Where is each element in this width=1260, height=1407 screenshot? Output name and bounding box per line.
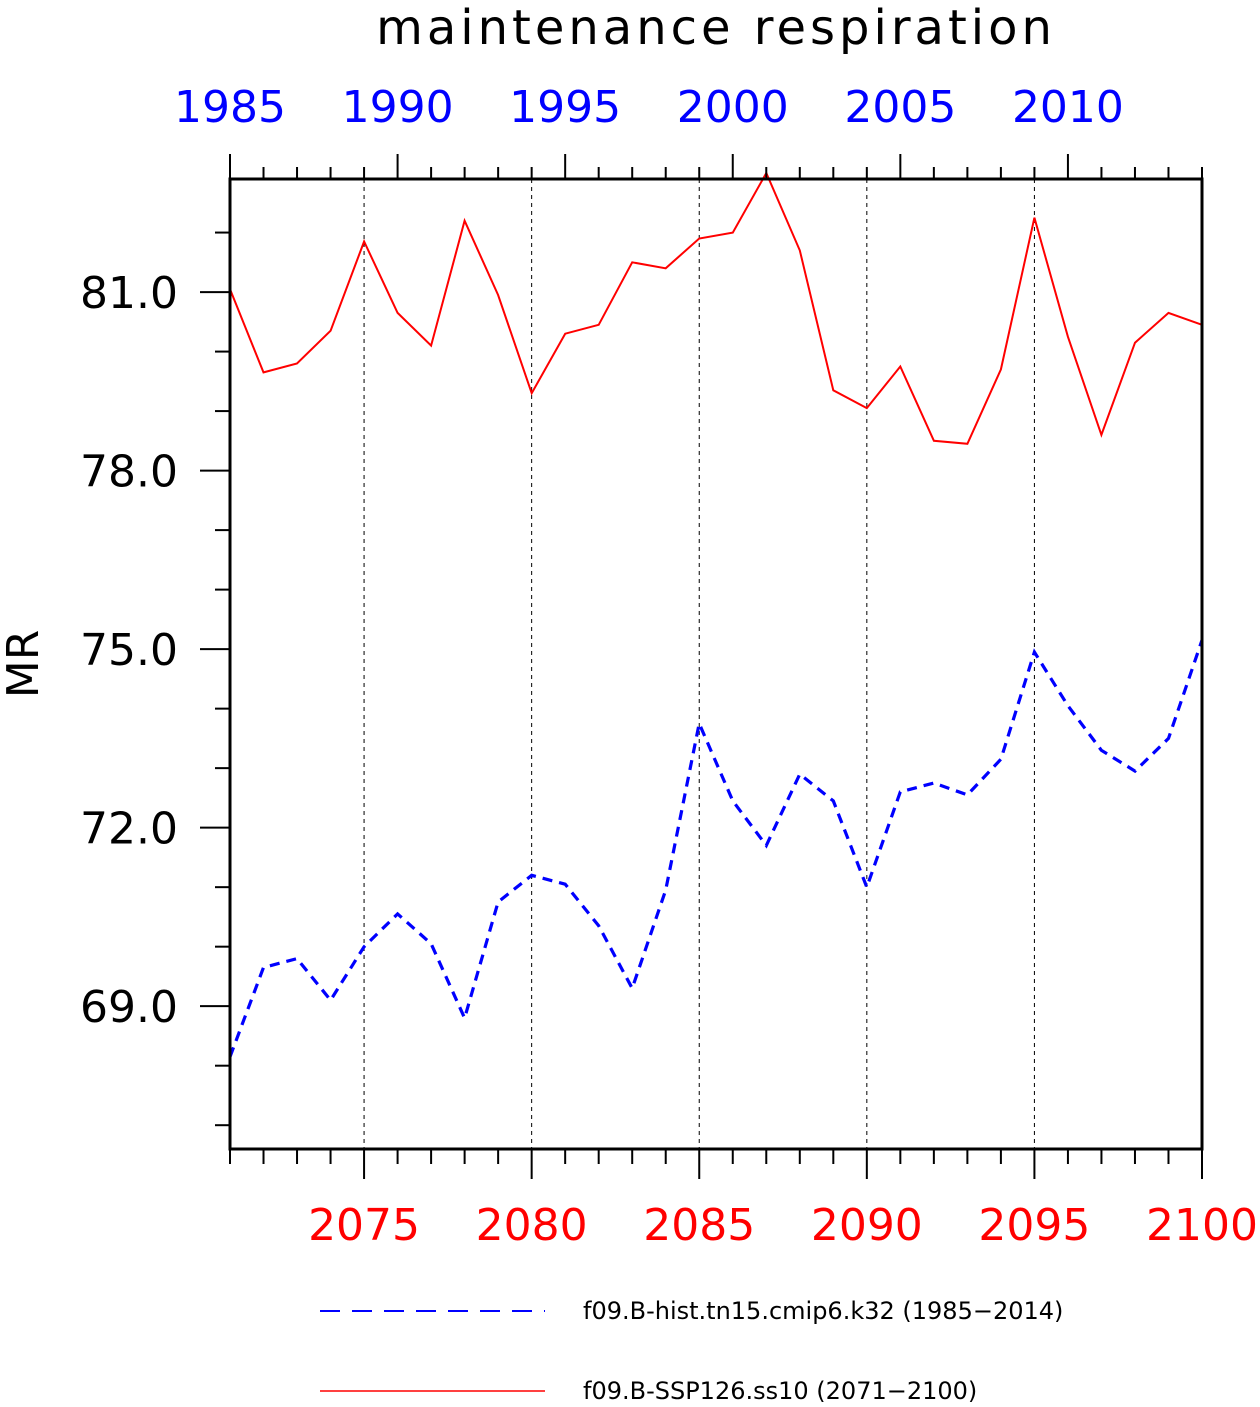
- legend-label: f09.B-SSP126.ss10 (2071−2100): [583, 1377, 977, 1405]
- vertical-gridlines: [363, 179, 1035, 1149]
- y-tick-label: 78.0: [80, 447, 178, 498]
- x-top-tick-label: 2010: [1012, 82, 1124, 133]
- series-lines: [228, 170, 1204, 1058]
- axes: 69.0 72.0 75.0 78.0 81.0 2075 2080 2085 2090 2095…: [80, 82, 1258, 1251]
- x-top-tick-label: 1995: [509, 82, 621, 133]
- x-bottom-tick-label: 2100: [1146, 1200, 1258, 1251]
- x-top-tick-label: 2005: [844, 82, 956, 133]
- y-tick-label: 75.0: [80, 625, 178, 676]
- x-bottom-tick-label: 2085: [643, 1200, 755, 1251]
- legend-label: f09.B-hist.tn15.cmip6.k32 (1985−2014): [583, 1297, 1063, 1325]
- x-bottom-tick-label: 2090: [811, 1200, 923, 1251]
- y-tick-label: 69.0: [80, 982, 178, 1033]
- y-tick-label: 81.0: [80, 268, 178, 319]
- y-tick-label: 72.0: [80, 804, 178, 855]
- x-top-tick-label: 2000: [677, 82, 789, 133]
- series-line: [228, 639, 1204, 1058]
- x-bottom-tick-label: 2095: [978, 1200, 1090, 1251]
- x-top-tick-label: 1985: [174, 82, 286, 133]
- plot-frame: [228, 177, 1204, 1151]
- y-axis-label: MR: [0, 630, 49, 699]
- x-bottom-tick-label: 2080: [476, 1200, 588, 1251]
- chart-title: maintenance respiration: [376, 0, 1056, 56]
- x-top-tick-label: 1990: [342, 82, 454, 133]
- x-bottom-tick-label: 2075: [308, 1200, 420, 1251]
- legend: f09.B-hist.tn15.cmip6.k32 (1985−2014) f09…: [320, 1297, 1063, 1405]
- series-line: [229, 170, 1203, 445]
